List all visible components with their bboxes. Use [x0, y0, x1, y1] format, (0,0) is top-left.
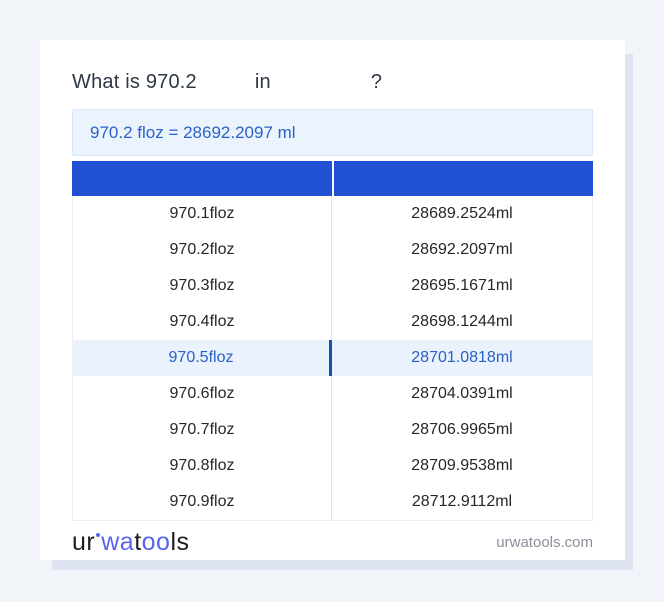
ml-cell[interactable]: 28704.0391ml — [411, 385, 513, 402]
floz-cell[interactable]: 970.5floz — [73, 340, 332, 376]
title-suffix: ? — [370, 71, 383, 93]
table-row[interactable]: 970.6floz 28704.0391ml — [73, 376, 592, 412]
ml-cell[interactable]: 28695.1671ml — [411, 277, 513, 294]
floz-cell[interactable]: 970.2floz — [73, 232, 332, 268]
urwatools-logo[interactable]: ur wa t oo ls — [72, 528, 190, 557]
conversion-result-box: 970.2 floz = 28692.2097 ml — [72, 109, 593, 156]
table-row[interactable]: 970.3floz 28695.1671ml — [73, 268, 592, 304]
table-row[interactable]: 970.1floz 28689.2524ml — [73, 196, 592, 232]
table-row[interactable]: 970.4floz 28698.1244ml — [73, 304, 592, 340]
title-connector: in — [254, 71, 271, 93]
ml-cell[interactable]: 28706.9965ml — [411, 421, 513, 438]
logo-glasses: oo — [141, 527, 171, 556]
floz-cell[interactable]: 970.3floz — [73, 268, 332, 304]
table-row[interactable]: 970.8floz 28709.9538ml — [73, 448, 592, 484]
title-prefix: What is 970.2 — [72, 71, 197, 93]
ml-cell[interactable]: 28712.9112ml — [411, 493, 513, 510]
ml-cell[interactable]: 28689.2524ml — [411, 205, 513, 222]
table-header-row — [72, 161, 593, 196]
conversion-result-text: 970.2 floz = 28692.2097 ml — [90, 122, 296, 142]
logo-ring-icon — [96, 533, 101, 537]
ml-cell[interactable]: 28692.2097ml — [411, 241, 513, 258]
ml-cell[interactable]: 28698.1244ml — [411, 313, 513, 330]
conversion-card: What is 970.2 in? 970.2 floz = 28692.2097… — [40, 40, 625, 560]
table-row[interactable]: 970.2floz 28692.2097ml — [73, 232, 592, 268]
floz-cell[interactable]: 970.9floz — [73, 484, 332, 520]
floz-cell[interactable]: 970.4floz — [73, 304, 332, 340]
ml-cell[interactable]: 28701.0818ml — [411, 349, 513, 366]
table-row[interactable]: 970.7floz 28706.9965ml — [73, 412, 592, 448]
site-url-text: urwatools.com — [496, 533, 593, 551]
footer: ur wa t oo ls urwatools.com — [72, 523, 593, 561]
logo-part-dark: ur — [72, 527, 96, 556]
table-header-ml — [334, 161, 593, 196]
floz-cell[interactable]: 970.8floz — [73, 448, 332, 484]
table-header-floz — [72, 161, 332, 196]
floz-cell[interactable]: 970.6floz — [73, 376, 332, 412]
conversion-table: 970.1floz 28689.2524ml 970.2floz 28692.2… — [72, 161, 593, 521]
logo-part-blue: wa — [101, 527, 135, 556]
table-body: 970.1floz 28689.2524ml 970.2floz 28692.2… — [72, 196, 593, 521]
page-title: What is 970.2 in? — [72, 71, 593, 94]
table-row-highlighted[interactable]: 970.5floz 28701.0818ml — [73, 340, 592, 376]
table-row[interactable]: 970.9floz 28712.9112ml — [73, 484, 592, 520]
ml-cell[interactable]: 28709.9538ml — [411, 457, 513, 474]
floz-cell[interactable]: 970.7floz — [73, 412, 332, 448]
logo-part-dark: ls — [170, 527, 190, 556]
logo-part-dark: t — [134, 527, 142, 556]
floz-cell[interactable]: 970.1floz — [73, 196, 332, 232]
